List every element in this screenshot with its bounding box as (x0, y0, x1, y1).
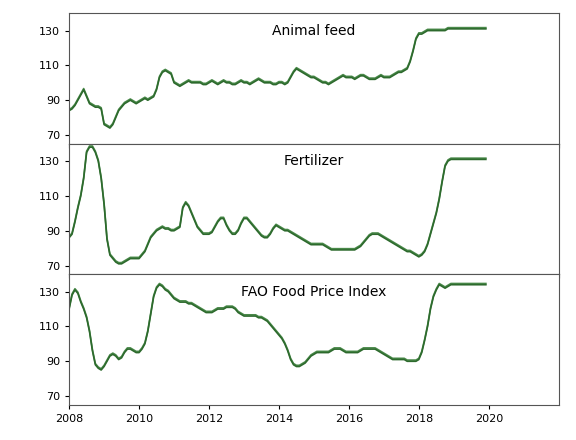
Text: Animal feed: Animal feed (272, 24, 355, 38)
Text: Fertilizer: Fertilizer (284, 154, 344, 168)
Text: FAO Food Price Index: FAO Food Price Index (241, 285, 386, 299)
